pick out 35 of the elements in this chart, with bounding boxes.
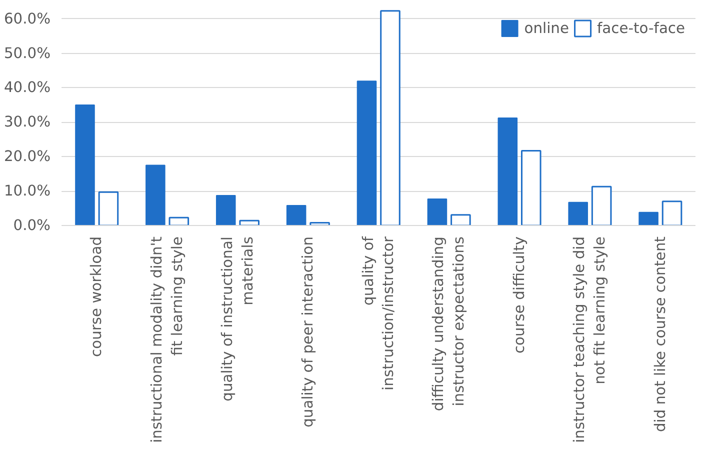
bar xyxy=(98,191,119,226)
bar xyxy=(216,195,236,226)
bar xyxy=(239,220,260,226)
bar xyxy=(450,214,471,226)
x-tick-label: course difficulty xyxy=(510,236,528,354)
y-tick-label: 60.0% xyxy=(4,10,51,28)
bar xyxy=(75,104,95,226)
y-tick-label: 10.0% xyxy=(4,182,51,200)
bar xyxy=(498,118,518,226)
y-tick-label: 30.0% xyxy=(4,114,51,131)
bar xyxy=(356,80,377,226)
bar xyxy=(286,205,306,226)
bar xyxy=(591,186,612,226)
x-tick-label: quality of peer interaction xyxy=(300,236,317,428)
y-tick-label: 20.0% xyxy=(4,148,51,166)
y-tick-label: 50.0% xyxy=(4,44,51,62)
bar xyxy=(168,216,190,226)
x-tick-label: quality of instructional materials xyxy=(218,236,256,402)
y-tick-label: 40.0% xyxy=(4,79,51,96)
bar xyxy=(638,212,658,226)
bar xyxy=(520,150,542,226)
legend-label: online xyxy=(524,20,569,36)
bar xyxy=(568,202,588,226)
x-tick-label: quality of instruction/instructor xyxy=(360,236,398,390)
y-tick-label: 0.0% xyxy=(13,217,51,234)
x-tick-label: instructional modality didn't fit learning style xyxy=(148,236,186,443)
bar xyxy=(662,200,682,226)
x-tick-label: did not like course content xyxy=(652,236,669,432)
bar xyxy=(427,198,448,226)
x-tick-label: difficulty understanding instructor expectations xyxy=(430,236,468,412)
bar xyxy=(146,164,166,226)
bar xyxy=(380,10,400,226)
legend-label: face-to-face xyxy=(597,20,685,36)
x-tick-label: instructor teaching style did not fit learning style xyxy=(571,236,609,443)
x-tick-label: course workload xyxy=(88,236,106,357)
